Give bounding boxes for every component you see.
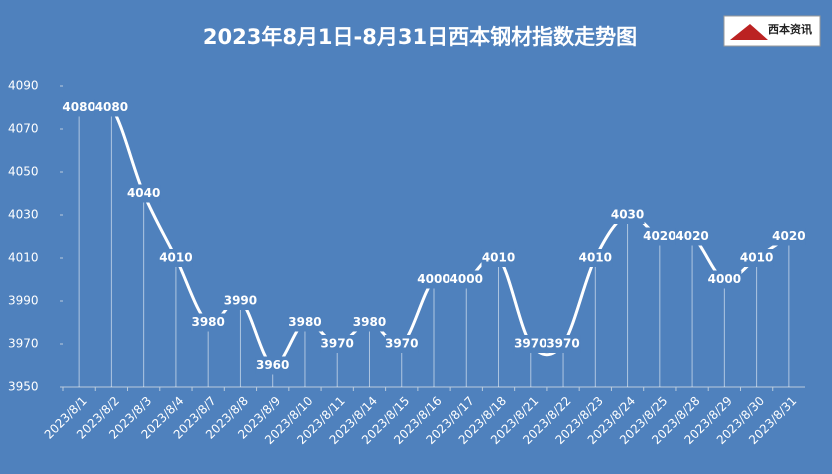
data-label: 3970: [321, 337, 354, 351]
label-bg: [771, 227, 806, 246]
y-tick-label: 3970: [8, 337, 39, 351]
data-label: 4080: [62, 100, 95, 114]
data-label: 4010: [482, 251, 515, 265]
data-label: 4000: [417, 272, 450, 286]
data-label: 3990: [224, 294, 257, 308]
logo-text: 西本资讯: [768, 22, 812, 36]
label-bg: [62, 98, 97, 117]
label-bg: [255, 356, 290, 375]
data-label: 4080: [95, 100, 128, 114]
label-bg: [126, 184, 161, 203]
data-label: 4020: [643, 229, 676, 243]
label-bg: [739, 249, 774, 267]
label-bg: [158, 249, 193, 267]
data-label: 4000: [450, 272, 483, 286]
label-bg: [610, 206, 645, 224]
label-bg: [642, 227, 677, 246]
label-bg: [191, 313, 226, 332]
label-bg: [578, 249, 613, 267]
data-label: 3980: [353, 315, 386, 329]
label-bg: [675, 227, 710, 246]
data-label: 4020: [675, 229, 708, 243]
data-label: 4000: [708, 272, 741, 286]
label-bg: [384, 335, 419, 353]
data-label: 3970: [385, 337, 418, 351]
data-label: 3970: [546, 337, 579, 351]
logo-box: [723, 15, 821, 47]
chart-title: 2023年8月1日-8月31日西本钢材指数走势图: [203, 25, 637, 49]
data-label: 4020: [772, 229, 805, 243]
y-tick-label: 4010: [8, 251, 39, 265]
data-label: 3960: [256, 358, 289, 372]
y-tick-label: 4030: [8, 208, 39, 222]
y-tick-label: 3990: [8, 294, 39, 308]
data-label: 4040: [127, 186, 160, 200]
data-label: 3980: [288, 315, 321, 329]
label-bg: [449, 270, 484, 289]
label-bg: [513, 335, 548, 353]
data-label: 4010: [579, 251, 612, 265]
label-bg: [320, 335, 355, 353]
label-bg: [94, 98, 129, 117]
y-tick-label: 3950: [8, 380, 39, 394]
data-label: 3970: [514, 337, 547, 351]
y-tick-label: 4070: [8, 122, 39, 136]
label-bg: [417, 270, 451, 289]
label-bg: [223, 292, 258, 310]
label-bg: [287, 313, 322, 332]
data-label: 4010: [159, 251, 192, 265]
data-label: 3980: [191, 315, 224, 329]
label-bg: [707, 270, 742, 289]
data-label: 4030: [611, 208, 644, 222]
label-bg: [481, 249, 516, 267]
y-tick-label: 4050: [8, 165, 39, 179]
y-tick-label: 4090: [8, 79, 39, 93]
data-label: 4010: [740, 251, 773, 265]
label-bg: [546, 335, 581, 353]
label-bg: [352, 313, 387, 332]
logo-icon: [730, 24, 768, 40]
